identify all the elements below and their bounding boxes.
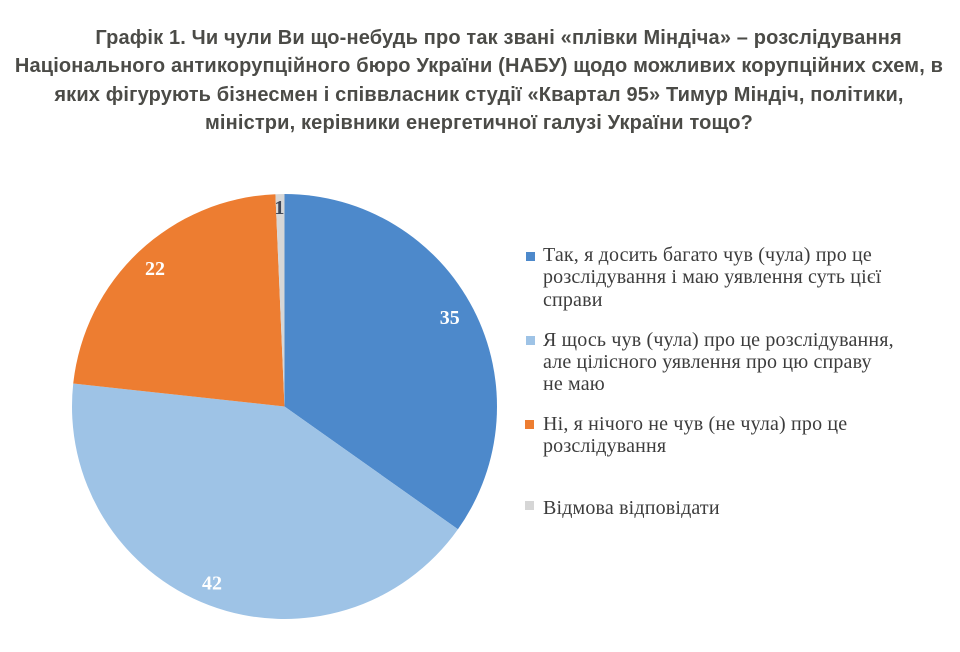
- svg-text:1: 1: [274, 197, 284, 219]
- svg-text:42: 42: [202, 573, 222, 595]
- svg-text:35: 35: [440, 307, 460, 329]
- svg-text:22: 22: [145, 258, 165, 280]
